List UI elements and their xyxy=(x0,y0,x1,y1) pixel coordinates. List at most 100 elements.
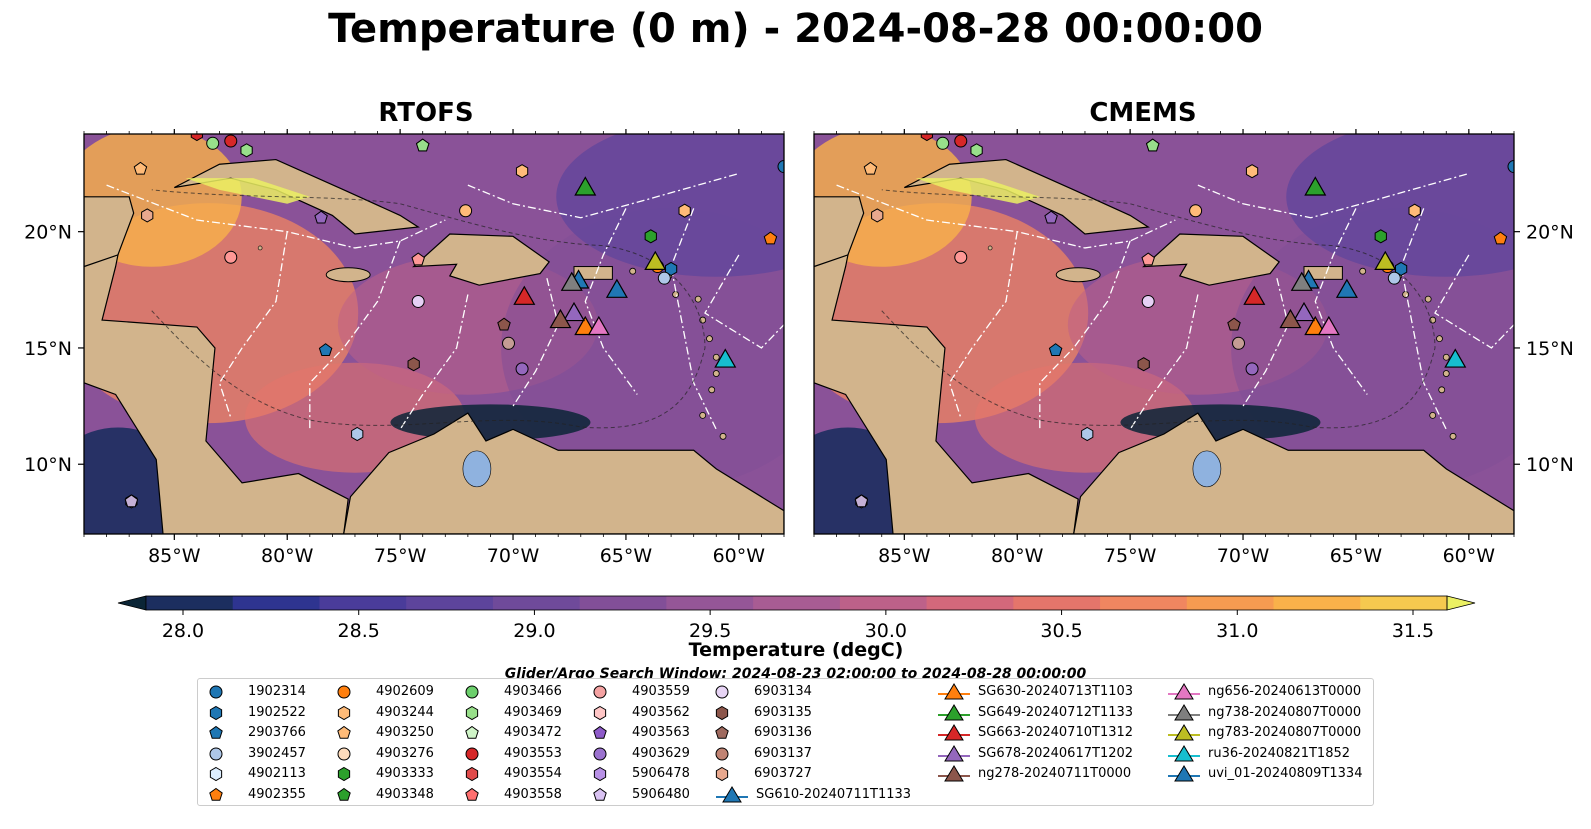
legend-label: 4903276 xyxy=(376,745,434,761)
argo-float-marker xyxy=(407,357,420,372)
legend-marker-icon xyxy=(337,685,351,699)
argo-float-marker xyxy=(1137,357,1150,372)
argo-float-marker xyxy=(133,161,148,175)
cuba-shelf-warm xyxy=(915,178,1040,204)
legend-label: 6903135 xyxy=(754,704,812,720)
lat-tick-label: 20°N xyxy=(1526,222,1574,244)
antilles-island xyxy=(712,353,720,361)
lake-maracaibo xyxy=(1192,450,1222,488)
colorbar-bin xyxy=(319,596,407,610)
lon-tick-label: 75°W xyxy=(1104,545,1157,567)
legend-marker-icon xyxy=(465,685,479,699)
glider-marker xyxy=(574,176,597,196)
lon-tick-label: 75°W xyxy=(374,545,427,567)
legend-marker-icon xyxy=(465,725,479,739)
legend-marker-icon xyxy=(1168,724,1200,741)
glider-marker xyxy=(513,285,536,305)
lake-maracaibo xyxy=(462,450,492,488)
legend-label: SG678-20240617T1202 xyxy=(978,745,1134,761)
glider-marker xyxy=(1335,278,1358,298)
argo-float-marker xyxy=(1232,336,1246,350)
legend-label: ng783-20240807T0000 xyxy=(1208,725,1362,740)
map-cmems xyxy=(814,134,1514,534)
legend-marker-icon xyxy=(337,766,351,782)
legend-marker-icon xyxy=(209,787,223,801)
eez-boundary xyxy=(106,184,446,249)
colorbar-bin xyxy=(406,596,494,610)
legend-marker-icon xyxy=(593,787,607,801)
legend-label: 4902113 xyxy=(248,766,306,781)
antilles-island xyxy=(1359,267,1367,275)
legend-label: 4903469 xyxy=(504,704,562,720)
argo-float-marker xyxy=(415,138,430,152)
legend-marker-icon xyxy=(209,725,223,739)
colorbar-bin xyxy=(1013,596,1101,610)
antilles-island xyxy=(1436,335,1443,343)
argo-float-marker xyxy=(411,252,425,266)
legend-label: 4903559 xyxy=(632,684,690,699)
argo-float-marker xyxy=(1141,294,1155,308)
legend-marker-icon xyxy=(337,747,351,760)
legend-label: 4903472 xyxy=(504,725,562,740)
glider-marker xyxy=(1374,250,1397,271)
antilles-island xyxy=(712,370,720,377)
legend-marker-icon xyxy=(938,765,970,782)
glider-marker xyxy=(714,348,737,368)
glider-marker xyxy=(560,271,583,291)
argo-float-marker xyxy=(502,336,516,350)
argo-float-marker xyxy=(190,134,204,142)
lat-tick-label: 20°N xyxy=(24,222,72,244)
cayman-island xyxy=(987,245,993,251)
legend-label: 4903244 xyxy=(376,704,434,720)
argo-float-marker xyxy=(1507,160,1514,174)
legend-marker-icon xyxy=(715,766,729,782)
hispaniola-land xyxy=(1142,233,1281,286)
argo-float-marker xyxy=(1044,210,1058,224)
colorbar-bin xyxy=(1100,596,1188,610)
eez-boundary xyxy=(1400,208,1447,430)
colorbar-tick-label: 31.0 xyxy=(1216,620,1258,642)
legend-label: 5906478 xyxy=(632,766,690,781)
legend-marker-icon xyxy=(938,744,970,761)
map-frame xyxy=(83,133,785,535)
lat-tick-label: 10°N xyxy=(1526,454,1574,476)
colorbar-bin xyxy=(926,596,1014,610)
antilles-island xyxy=(719,432,727,440)
cuba-shelf-warm xyxy=(185,178,310,204)
legend-marker-icon xyxy=(593,747,607,760)
legend-label: 4903629 xyxy=(632,745,690,761)
legend-marker-icon xyxy=(715,747,729,760)
panel-title-rtofs: RTOFS xyxy=(378,98,474,128)
antilles-island xyxy=(708,386,716,394)
legend-label: 3902457 xyxy=(248,745,306,761)
legend-label: 1902522 xyxy=(248,704,306,720)
legend-marker-icon xyxy=(209,685,223,699)
legend-marker-icon xyxy=(715,725,729,739)
bathymetry-contour xyxy=(151,189,706,429)
puerto-rico-land xyxy=(1303,266,1343,280)
argo-float-marker xyxy=(515,164,529,179)
lon-tick-label: 85°W xyxy=(148,545,201,567)
legend: 1902314 1902522 2903766 3902457 4902113 49023… xyxy=(197,678,1374,806)
glider-marker xyxy=(605,278,628,298)
legend-marker-icon xyxy=(716,785,748,802)
argo-float-marker xyxy=(678,203,691,218)
eez-boundary xyxy=(948,231,1018,418)
yucatan-land xyxy=(84,196,135,268)
legend-label: 4903333 xyxy=(376,766,434,781)
legend-marker-icon xyxy=(715,705,729,720)
south-america-land xyxy=(343,412,784,534)
colorbar-label: Temperature (degC) xyxy=(689,639,904,661)
colorbar-bin xyxy=(666,596,754,610)
legend-marker-icon xyxy=(1168,703,1200,720)
glider-marker xyxy=(1279,308,1302,329)
panel-title-cmems: CMEMS xyxy=(1089,98,1197,128)
antilles-island xyxy=(1442,353,1450,361)
argo-float-marker xyxy=(1189,204,1203,218)
eez-boundary xyxy=(584,208,638,395)
colorbar-tick-label: 28.0 xyxy=(162,620,204,642)
argo-float-marker xyxy=(644,229,657,244)
argo-float-marker xyxy=(318,343,333,357)
eez-boundary xyxy=(1039,240,1131,430)
